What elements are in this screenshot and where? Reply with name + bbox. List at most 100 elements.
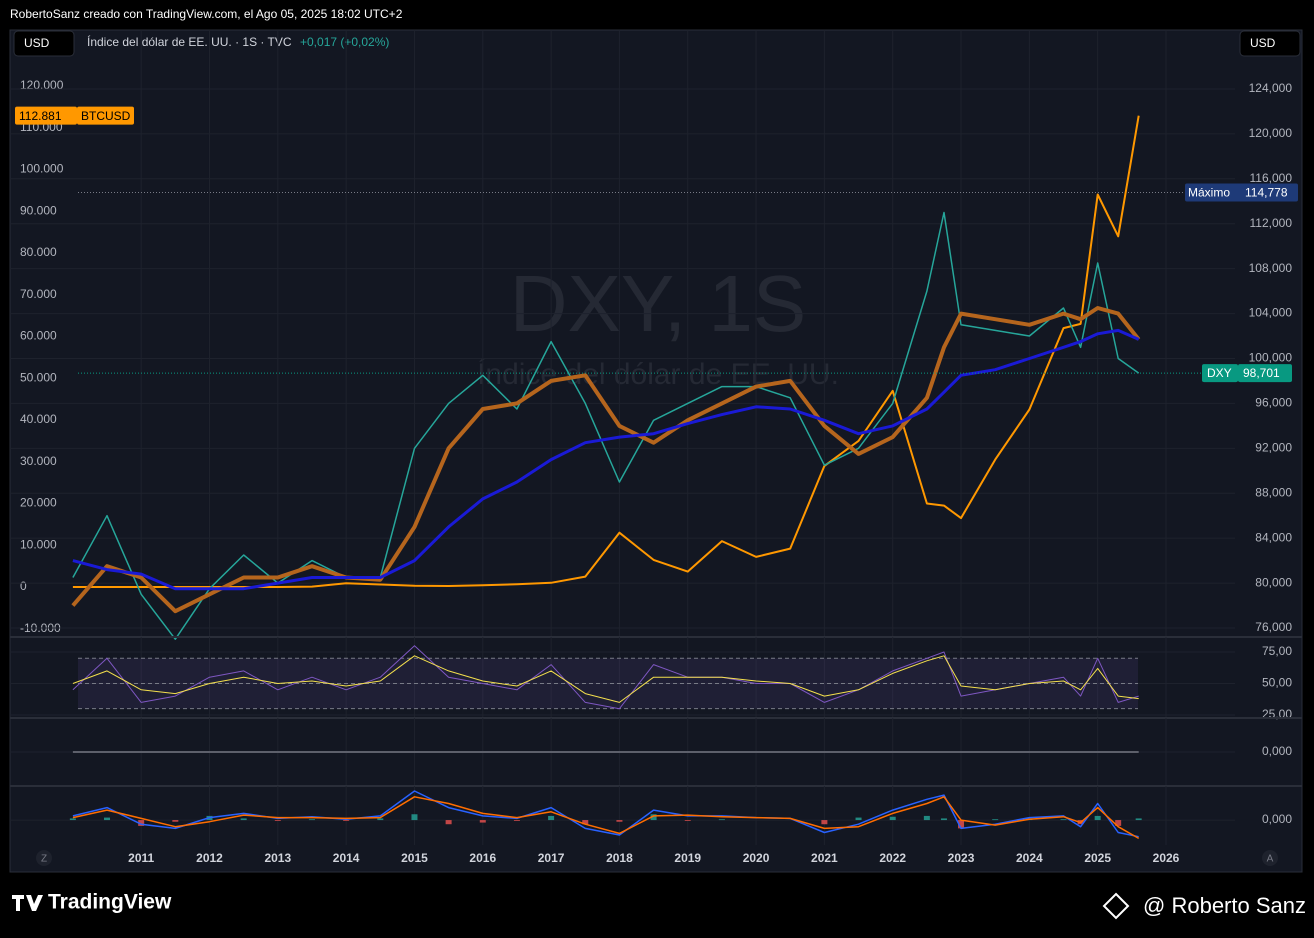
- reference-badge: [1185, 183, 1298, 202]
- histogram-bar: [1094, 815, 1101, 821]
- histogram-bar: [445, 820, 452, 825]
- y-tick-label: 100.000: [20, 162, 64, 176]
- y-tick-label: 50.000: [20, 370, 57, 384]
- x-tick-label: 2026: [1153, 851, 1180, 865]
- histogram-bar: [650, 814, 657, 821]
- currency-label: USD: [1250, 36, 1276, 50]
- x-tick-label: 2016: [469, 851, 496, 865]
- series-name-badge: [77, 106, 134, 125]
- y2-tick-label: 0,000: [1262, 812, 1292, 826]
- series-name: DXY: [1207, 366, 1232, 380]
- histogram-bar: [343, 820, 350, 821]
- histogram-bar: [821, 820, 828, 825]
- x-tick-label: 2023: [948, 851, 975, 865]
- x-tick-label: 2018: [606, 851, 633, 865]
- price-label: 112.881: [19, 109, 62, 123]
- y2-tick-label: 108,000: [1249, 261, 1293, 275]
- reference-text: Máximo: [1188, 186, 1230, 200]
- x-tick-label: 2017: [538, 851, 565, 865]
- series-name-badge: [1202, 364, 1238, 383]
- histogram-bar: [240, 818, 247, 821]
- y-tick-label: 20.000: [20, 496, 57, 510]
- histogram-bar: [958, 820, 965, 829]
- x-tick-label: 2015: [401, 851, 428, 865]
- histogram-bar: [684, 820, 691, 821]
- y-tick-label: 40.000: [20, 412, 57, 426]
- x-tick-label: 2021: [811, 851, 838, 865]
- x-tick-label: 2025: [1084, 851, 1111, 865]
- histogram-bar: [992, 819, 999, 821]
- y2-tick-label: 96,000: [1255, 396, 1292, 410]
- author: @ Roberto Sanz: [1143, 893, 1306, 918]
- x-tick-label: 2024: [1016, 851, 1043, 865]
- histogram-bar: [923, 815, 930, 821]
- x-tick-label: 2012: [196, 851, 223, 865]
- histogram-bar: [1135, 818, 1142, 821]
- y2-tick-label: 75,00: [1262, 644, 1292, 658]
- y-tick-label: 80.000: [20, 245, 57, 259]
- currency-button[interactable]: [1239, 30, 1301, 57]
- y2-tick-label: 120,000: [1249, 126, 1293, 140]
- y-tick-label: 30.000: [20, 454, 57, 468]
- brand-name: TradingView: [48, 891, 172, 914]
- auto-button[interactable]: [1262, 850, 1278, 866]
- histogram-bar: [889, 816, 896, 821]
- histogram-bar: [274, 820, 281, 821]
- x-tick-label: 2022: [879, 851, 906, 865]
- scale-button[interactable]: [36, 850, 52, 866]
- y2-tick-label: 100,000: [1249, 351, 1293, 365]
- price-badge: [15, 106, 77, 125]
- histogram-bar: [616, 820, 623, 822]
- histogram-bar: [411, 814, 418, 821]
- histogram-bar: [548, 815, 555, 821]
- y2-tick-label: 104,000: [1249, 306, 1293, 320]
- series-line: [72, 211, 1140, 640]
- y-tick-label: 0: [20, 579, 27, 593]
- histogram-bar: [479, 820, 486, 823]
- brand-logo: [12, 895, 43, 911]
- y2-tick-label: 116,000: [1250, 171, 1293, 185]
- level-band: [78, 658, 1138, 709]
- panes: -10.000010.00020.00030.00040.00050.00060…: [10, 30, 1302, 865]
- y2-tick-label: 50,00: [1262, 676, 1292, 690]
- y-tick-label: 120.000: [20, 78, 64, 92]
- x-tick-label: 2019: [674, 851, 701, 865]
- chart-frame: [9, 29, 1303, 873]
- histogram-bar: [718, 819, 725, 821]
- price-label: 98,701: [1243, 366, 1280, 380]
- price-change: +0,017 (+0,02%): [300, 35, 389, 49]
- y2-tick-label: 92,000: [1255, 441, 1292, 455]
- series-line: [72, 328, 1140, 591]
- y2-tick-label: 124,000: [1249, 81, 1293, 95]
- author-icon: [1102, 892, 1130, 920]
- currency-button[interactable]: [13, 30, 75, 57]
- symbol-title: Índice del dólar de EE. UU. · 1S · TVC: [87, 34, 292, 49]
- y-tick-label: 10.000: [20, 537, 57, 551]
- histogram-bar: [172, 820, 179, 822]
- histogram-bar: [1115, 820, 1122, 826]
- series-name: BTCUSD: [81, 109, 131, 123]
- histogram-bar: [69, 818, 76, 821]
- histogram-bar: [513, 820, 520, 821]
- x-tick-label: 2013: [264, 851, 291, 865]
- histogram-bar: [138, 820, 145, 826]
- y-tick-label: 60.000: [20, 329, 57, 343]
- scale-button-label: Z: [41, 854, 47, 865]
- series-line: [72, 655, 1139, 703]
- series-line: [72, 796, 1140, 840]
- watermark-subtitle: Índice del dólar de EE. UU.: [477, 358, 839, 391]
- currency-label: USD: [24, 36, 50, 50]
- reference-label: 114,778: [1245, 186, 1288, 200]
- x-tick-label: 2011: [128, 851, 154, 865]
- histogram-bar: [308, 819, 315, 821]
- histogram-bar: [1060, 819, 1067, 821]
- histogram-bar: [377, 818, 384, 821]
- y2-tick-label: 0,000: [1262, 744, 1292, 758]
- histogram-bar: [940, 818, 947, 821]
- y2-tick-label: 80,000: [1255, 575, 1292, 589]
- series-line: [71, 306, 1141, 614]
- x-tick-label: 2020: [743, 851, 770, 865]
- histogram-bar: [582, 820, 589, 825]
